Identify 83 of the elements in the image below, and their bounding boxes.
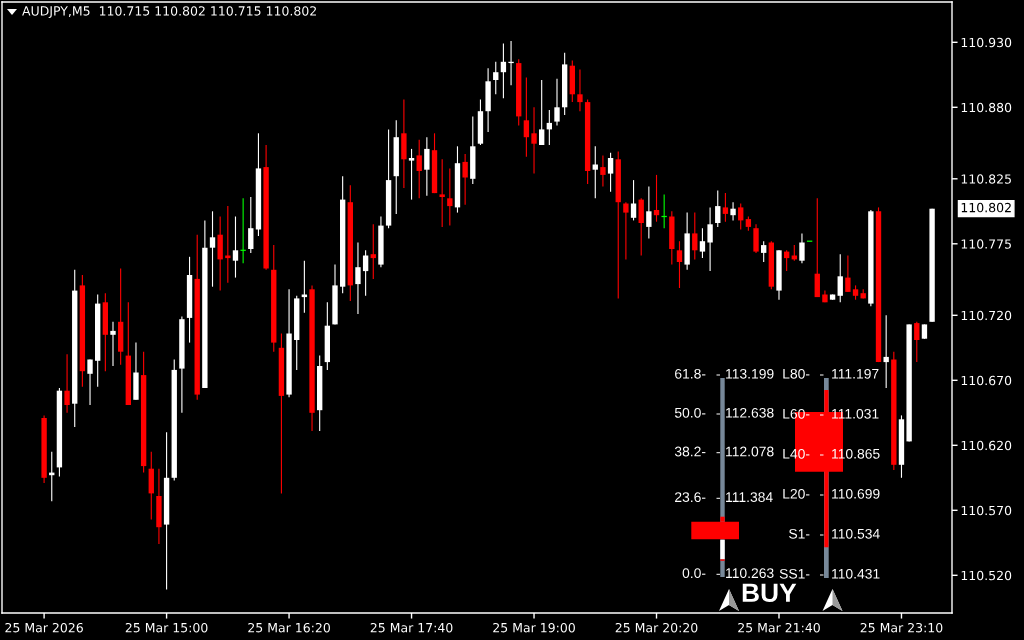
candlestick (462, 153, 468, 206)
text: 110.802 (961, 202, 1011, 213)
candlestick (447, 167, 453, 227)
candlestick (730, 201, 736, 221)
candlestick (416, 139, 422, 199)
candlestick (577, 69, 583, 112)
annotation: BUY (742, 583, 797, 603)
candlestick (722, 192, 729, 223)
candlestick (738, 202, 744, 231)
candlestick (439, 158, 445, 228)
candlestick (248, 196, 254, 254)
candlestick (209, 210, 216, 288)
candlestick (715, 189, 721, 228)
annotation: L80- (783, 368, 810, 379)
annotation: 110.534 (832, 528, 880, 539)
annotation: 111.197 (832, 368, 879, 379)
candlestick (600, 154, 606, 188)
annotation: 111.031 (832, 408, 879, 419)
x-tick-label: 25 Mar 2026 (5, 622, 83, 633)
candlestick (837, 253, 843, 303)
candlestick (607, 152, 614, 193)
annotation: 110.431 (832, 568, 880, 579)
x-tick-label: 25 Mar 21:40 (738, 622, 820, 633)
annotation: 110.699 (832, 488, 880, 499)
candlestick (355, 241, 361, 315)
x-tick-label: 25 Mar 17:40 (370, 622, 453, 633)
x-tick-label: 25 Mar 20:20 (615, 622, 698, 633)
candlestick (761, 240, 767, 263)
candlestick (638, 197, 644, 257)
candlestick (539, 79, 545, 146)
candlestick (914, 321, 920, 363)
candlestick (232, 215, 239, 279)
candlestick (699, 227, 706, 259)
y-tick-label: 110.720 (961, 310, 1012, 321)
candlestick (554, 78, 560, 127)
annotation: 112.638 (726, 407, 774, 418)
candlestick (845, 254, 851, 293)
x-tick-label: 25 Mar 16:20 (248, 622, 330, 633)
x-tick-label: 25 Mar 15:00 (125, 622, 208, 633)
candlestick (753, 223, 759, 254)
candlestick (883, 314, 889, 389)
annotation: S1- (789, 528, 810, 539)
annotation: SS1- (779, 568, 810, 579)
candlestick (646, 186, 652, 240)
y-tick-label: 110.930 (961, 37, 1012, 48)
candlestick (370, 223, 376, 280)
annotation: 50.0- (674, 407, 706, 418)
y-tick-label: 110.775 (961, 239, 1011, 249)
annotation: L60- (783, 408, 810, 419)
candlestick (110, 321, 116, 367)
x-tick-label: 25 Mar 19:00 (493, 622, 575, 633)
y-tick-label: 110.620 (961, 440, 1012, 451)
candlestick (692, 212, 698, 260)
y-tick-label: 110.670 (961, 375, 1012, 386)
annotation: 0.0- (682, 568, 706, 579)
annotation: 61.8- (675, 368, 706, 379)
x-tick-label: 25 Mar 23:10 (860, 622, 943, 633)
candlestick (799, 232, 805, 264)
candlestick (408, 148, 415, 201)
annotation: 111.384 (726, 492, 773, 503)
y-tick-label: 110.880 (961, 102, 1012, 113)
candlestick (301, 260, 308, 314)
y-tick-label: 110.520 (961, 570, 1012, 581)
annotation: L20- (783, 488, 810, 499)
candlestick (630, 179, 637, 221)
annotation: 112.078 (726, 446, 774, 457)
candlestick (676, 240, 683, 289)
chart-title: AUDJPY,M5 110.715 110.802 110.715 110.802 (22, 6, 316, 18)
y-tick-label: 110.570 (961, 505, 1012, 516)
candlestick (523, 76, 530, 158)
candlestick (814, 197, 820, 298)
candlestick (707, 206, 713, 272)
candlestick (623, 201, 629, 260)
annotation: 23.6- (675, 492, 706, 503)
candlestick (87, 358, 93, 406)
annotation: 38.2- (674, 446, 706, 457)
y-tick-label: 110.825 (961, 174, 1011, 184)
candlestick (531, 106, 537, 175)
candlestick (493, 61, 499, 95)
candlestick (64, 353, 70, 414)
candlestick (424, 136, 430, 197)
annotation: 113.199 (726, 368, 774, 379)
annotation: 110.263 (726, 568, 774, 579)
